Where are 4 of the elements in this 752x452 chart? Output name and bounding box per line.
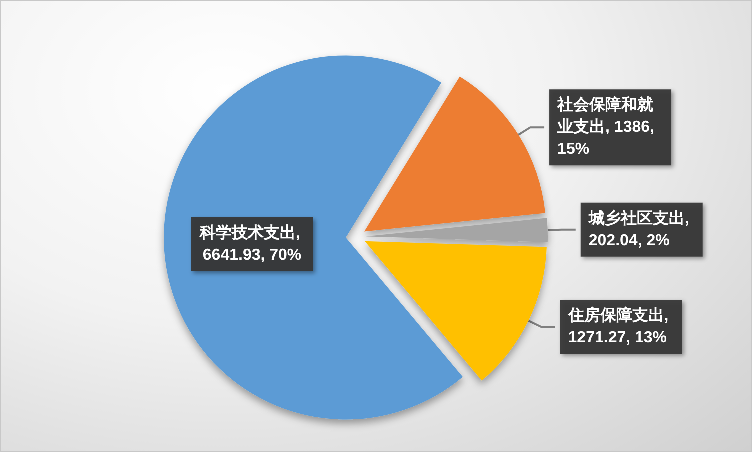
slice-label: 社会保障和就业支出, 1386, 15% xyxy=(556,96,659,158)
slice-label: 城乡社区支出, 202.04, 2% xyxy=(588,209,694,250)
slice-label: 住房保障支出, 1271.27, 13% xyxy=(567,306,674,347)
slice-label: 科学技术支出, 6641.93, 70% xyxy=(198,224,305,264)
